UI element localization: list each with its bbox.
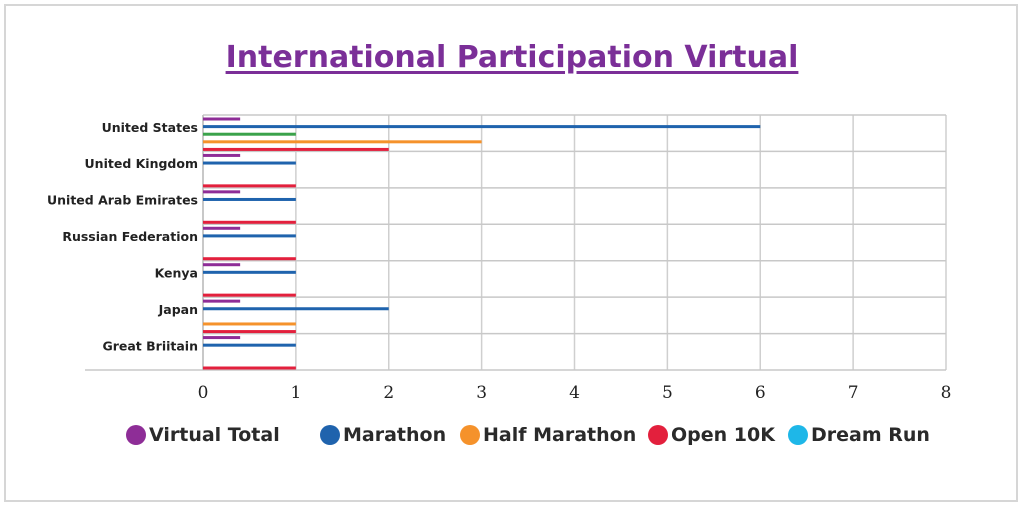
- bar-marathon: [203, 161, 296, 165]
- x-tick-label: 8: [941, 383, 952, 403]
- x-tick-labels: 0 1 2 3 4 5 6 7 8: [198, 383, 952, 403]
- x-tick-label: 3: [476, 383, 487, 403]
- legend-marker-icon: [788, 425, 808, 445]
- category-label: Russian Federation: [62, 229, 198, 244]
- bar-marathon: [203, 343, 296, 347]
- chart-frame: [4, 4, 1018, 502]
- bar-marathon: [203, 197, 296, 201]
- bar-half-marathon: [203, 140, 482, 144]
- bar-virtual-total: [203, 336, 241, 340]
- x-tick-label: 1: [290, 383, 301, 403]
- bar-open-10k: [203, 330, 296, 334]
- bar-virtual-total: [203, 117, 241, 121]
- legend-marker-icon: [320, 425, 340, 445]
- legend-marker-icon: [648, 425, 668, 445]
- legend-item: Dream Run: [788, 424, 930, 446]
- legend-item: Virtual Total: [126, 424, 280, 446]
- category-label: United Arab Emirates: [47, 193, 198, 208]
- category-labels: United States United Kingdom United Arab E…: [47, 120, 198, 354]
- category-label: Japan: [158, 302, 198, 317]
- bar-open-10k: [203, 293, 296, 297]
- bar-marathon: [203, 307, 389, 311]
- bar-open-10k: [203, 147, 389, 151]
- legend-label: Open 10K: [671, 424, 775, 446]
- bar-virtual-total: [203, 190, 241, 194]
- legend-label: Dream Run: [811, 424, 930, 446]
- bar-open-10k: [203, 184, 296, 188]
- legend-item: Marathon: [320, 424, 446, 446]
- bar-virtual-total: [203, 299, 241, 303]
- x-tick-label: 5: [662, 383, 673, 403]
- bar-virtual-total: [203, 153, 241, 157]
- x-tick-label: 0: [198, 383, 209, 403]
- bar-open-10k: [203, 257, 296, 261]
- category-label: United States: [102, 120, 198, 135]
- category-label: Kenya: [155, 265, 198, 280]
- legend-marker-icon: [460, 425, 480, 445]
- bar-marathon: [203, 270, 296, 274]
- chart-title: International Participation Virtual: [225, 40, 799, 75]
- bar-half-marathon: [203, 322, 296, 326]
- bar-open-10k: [203, 220, 296, 224]
- legend-marker-icon: [126, 425, 146, 445]
- legend-item: Open 10K: [648, 424, 775, 446]
- legend: Virtual Total Marathon Half Marathon Open 1…: [120, 424, 940, 448]
- legend-label: Half Marathon: [483, 424, 637, 446]
- category-label: Great Briitain: [102, 338, 198, 353]
- grid-lines: [85, 114, 947, 371]
- bar-virtual-total: [203, 226, 241, 230]
- bar-series-2: [203, 132, 296, 136]
- legend-label: Marathon: [343, 424, 447, 446]
- legend-item: Half Marathon: [460, 424, 636, 446]
- category-label: United Kingdom: [85, 156, 198, 171]
- bar-virtual-total: [203, 263, 241, 267]
- bar-marathon: [203, 125, 761, 129]
- bar-marathon: [203, 234, 296, 238]
- x-tick-label: 7: [848, 383, 859, 403]
- x-tick-label: 4: [569, 383, 580, 403]
- bar-open-10k: [203, 366, 296, 370]
- legend-label: Virtual Total: [149, 424, 280, 446]
- x-tick-label: 2: [383, 383, 394, 403]
- bars: [203, 117, 761, 370]
- x-tick-label: 6: [755, 383, 766, 403]
